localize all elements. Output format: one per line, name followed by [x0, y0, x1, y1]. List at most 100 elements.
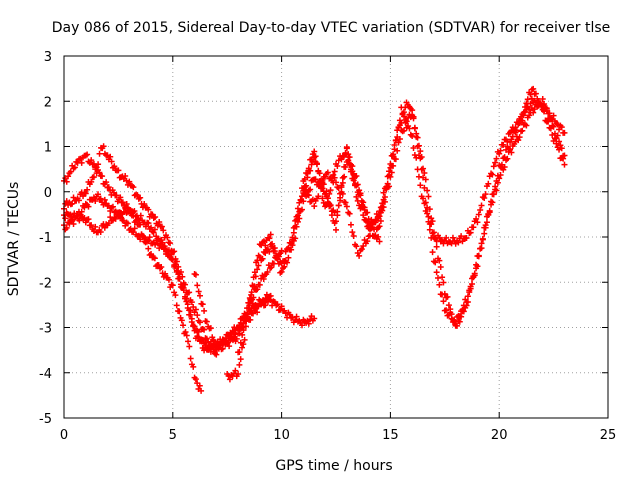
data-point: [515, 137, 522, 144]
data-point: [421, 169, 428, 176]
data-point: [88, 178, 95, 185]
data-point: [137, 212, 144, 219]
data-point: [367, 232, 373, 239]
data-point: [550, 112, 557, 119]
data-point: [198, 337, 205, 344]
data-point: [145, 245, 152, 252]
data-points: [61, 85, 568, 394]
data-point: [194, 312, 201, 319]
data-point: [475, 253, 482, 260]
data-point: [236, 349, 243, 356]
data-point: [292, 217, 299, 224]
data-point: [299, 193, 305, 200]
data-point: [401, 127, 407, 134]
data-point: [486, 209, 493, 216]
data-point: [145, 220, 152, 227]
data-point: [459, 308, 466, 315]
data-point: [443, 234, 450, 241]
data-point: [62, 215, 69, 222]
data-point: [129, 208, 135, 215]
data-point: [285, 254, 292, 261]
data-point: [226, 376, 233, 383]
y-tick-label: -1: [39, 231, 52, 246]
data-point: [334, 212, 341, 219]
data-point: [311, 148, 318, 155]
data-point: [151, 226, 158, 233]
data-point: [198, 387, 205, 394]
data-point: [364, 238, 371, 245]
data-point: [288, 240, 295, 247]
data-point: [240, 327, 247, 334]
data-point: [497, 147, 504, 154]
data-point: [432, 236, 439, 243]
data-point: [308, 161, 315, 168]
data-point: [375, 233, 382, 240]
data-point: [463, 299, 470, 306]
data-point: [508, 149, 515, 156]
data-point: [269, 243, 276, 250]
data-point: [278, 247, 285, 254]
data-point: [119, 199, 126, 206]
data-point: [425, 193, 432, 200]
data-point: [447, 309, 454, 316]
data-point: [333, 179, 339, 186]
data-point: [323, 202, 330, 209]
data-point: [456, 318, 463, 325]
data-point: [561, 152, 568, 159]
data-point: [331, 168, 338, 175]
data-point: [289, 236, 296, 243]
data-point: [137, 194, 144, 201]
data-point: [150, 229, 157, 236]
data-point: [456, 313, 463, 320]
data-point: [111, 163, 118, 170]
data-point: [245, 300, 252, 307]
data-point: [107, 153, 114, 160]
data-point: [84, 151, 91, 158]
data-point: [301, 184, 308, 191]
data-point: [266, 235, 273, 242]
data-point: [178, 317, 185, 324]
data-point: [199, 301, 206, 308]
data-point: [244, 311, 251, 318]
data-point: [342, 199, 349, 206]
data-point: [433, 243, 440, 250]
data-point: [490, 163, 497, 170]
series-track-9: [300, 96, 568, 329]
data-point: [343, 203, 350, 210]
data-point: [504, 155, 511, 162]
data-point: [433, 269, 440, 276]
data-point: [92, 197, 99, 204]
series-track-3: [61, 204, 205, 394]
data-point: [85, 216, 92, 223]
data-point: [530, 109, 537, 116]
data-point: [63, 178, 70, 185]
data-point: [176, 308, 183, 315]
y-tick-label: 2: [44, 95, 52, 110]
data-point: [131, 225, 138, 232]
data-point: [165, 276, 172, 283]
data-point: [410, 144, 417, 151]
data-point: [350, 177, 357, 184]
data-point: [417, 148, 424, 155]
data-point: [426, 226, 433, 233]
data-point: [376, 238, 383, 245]
data-point: [541, 100, 548, 107]
data-point: [513, 127, 520, 134]
data-point: [550, 123, 557, 130]
data-point: [293, 313, 300, 320]
data-point: [547, 116, 554, 123]
data-point: [141, 201, 148, 208]
data-point: [411, 124, 418, 131]
data-point: [516, 134, 523, 141]
data-point: [262, 302, 269, 309]
data-point: [217, 344, 224, 351]
data-point: [417, 182, 424, 189]
data-point: [117, 194, 124, 201]
data-point: [479, 236, 486, 243]
data-point: [233, 335, 240, 342]
data-point: [477, 207, 484, 214]
data-point: [358, 203, 365, 210]
data-point: [251, 283, 258, 290]
data-point: [305, 320, 312, 327]
data-point: [440, 279, 447, 286]
